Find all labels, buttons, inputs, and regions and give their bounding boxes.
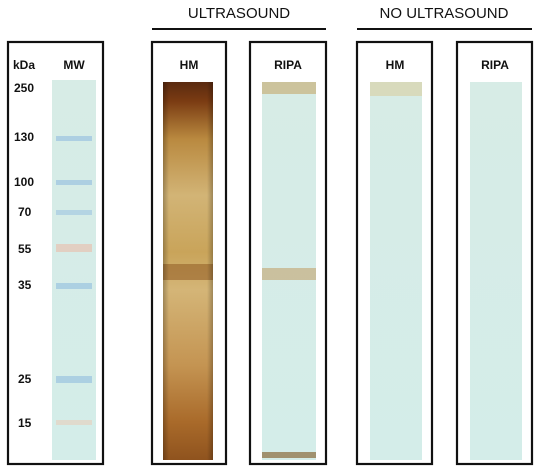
group-label: ULTRASOUND — [188, 5, 290, 22]
band — [262, 82, 316, 94]
lane-label: MW — [63, 58, 85, 72]
marker-label: 25 — [18, 372, 32, 386]
ladder-bands — [56, 136, 92, 425]
lane-label: RIPA — [274, 58, 302, 72]
lane-frame — [248, 40, 328, 466]
group-label: NO ULTRASOUND — [380, 5, 509, 22]
marker-label: 70 — [18, 205, 32, 219]
band — [370, 82, 422, 96]
lane-label: HM — [180, 58, 199, 72]
lane-frame — [150, 40, 228, 466]
marker-label: 35 — [18, 278, 32, 292]
lane-label: RIPA — [481, 58, 509, 72]
marker-label: 130 — [14, 130, 34, 144]
gel-lane — [370, 82, 422, 460]
unit-label: kDa — [13, 58, 35, 72]
gel-lane — [470, 82, 522, 460]
marker-label: 100 — [14, 175, 34, 189]
lane-label: HM — [386, 58, 405, 72]
marker-label: 55 — [18, 242, 32, 256]
lane-shade — [163, 82, 213, 460]
lane-frame — [455, 40, 534, 466]
lane-frame — [6, 40, 105, 466]
lane-frame — [355, 40, 434, 466]
marker-label: 250 — [14, 81, 34, 95]
gel-lane — [52, 80, 96, 460]
marker-label: 15 — [18, 416, 32, 430]
band — [262, 268, 316, 280]
band — [262, 452, 316, 458]
